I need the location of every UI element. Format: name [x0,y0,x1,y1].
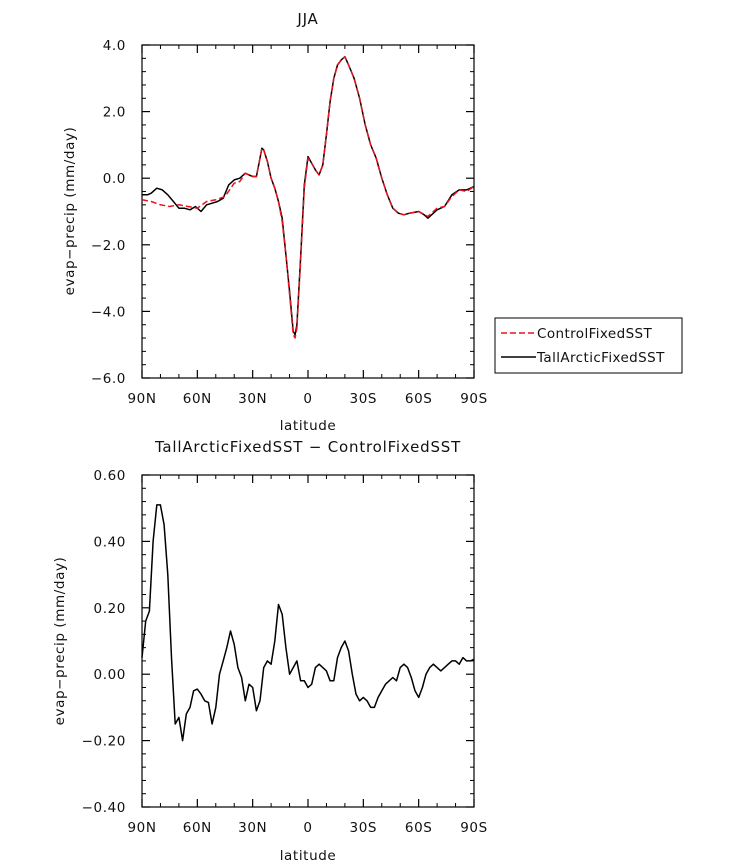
y-tick-label: −6.0 [91,371,126,387]
x-tick-label: 90S [460,391,488,407]
x-tick-label: 60N [183,391,212,407]
bottom-series-lines [141,504,475,742]
bottom-x-ticks: 90N 60N 30N 0 30S 60S 90S [127,475,487,836]
bottom-y-ticks: −0.40 −0.20 0.00 0.20 0.40 0.60 [82,468,474,816]
tallarcticfixedsst-series-line [142,55,475,336]
bottom-chart-title: TallArcticFixedSST − ControlFixedSST [154,438,461,456]
legend-label-control: ControlFixedSST [537,326,653,342]
x-tick-label: 30N [238,820,267,836]
x-tick-label: 90N [127,820,156,836]
bottom-y-axis-title: evap−precip (mm/day) [52,557,68,726]
x-tick-label: 90S [460,820,488,836]
top-x-ticks: 90N 60N 30N 0 30S 60S 90S [127,45,487,407]
x-tick-label: 60N [183,820,212,836]
top-y-axis-title: evap−precip (mm/day) [62,127,78,296]
y-tick-label: −2.0 [91,238,126,254]
x-tick-label: 30N [238,391,267,407]
y-tick-label: 2.0 [103,105,126,121]
x-tick-label: 0 [303,391,312,407]
x-tick-label: 90N [127,391,156,407]
y-tick-label: 0.40 [94,534,126,550]
y-tick-label: −4.0 [91,304,126,320]
legend: ControlFixedSST TallArcticFixedSST [494,317,683,374]
top-plot-frame [141,44,475,379]
x-tick-label: 0 [303,820,312,836]
top-x-axis-title: latitude [280,418,337,434]
y-tick-label: 0.00 [94,667,126,683]
x-tick-label: 30S [350,391,378,407]
y-tick-label: 4.0 [103,38,126,54]
y-tick-label: −0.20 [82,734,126,750]
x-tick-label: 30S [350,820,378,836]
y-tick-label: 0.60 [94,468,126,484]
top-y-ticks: −6.0 −4.0 −2.0 0.0 2.0 4.0 [91,38,474,387]
legend-box [494,317,683,374]
top-panel: JJA 90N 60N 30N 0 30S 60S 90S −6.0 −4.0 −2.0 0.0 2… [62,10,683,434]
top-series-lines [141,55,475,339]
y-tick-label: 0.20 [94,601,126,617]
legend-label-tall: TallArcticFixedSST [536,350,665,366]
x-tick-label: 60S [405,391,433,407]
y-tick-label: 0.0 [103,171,126,187]
controlfixedsst-series-line [141,55,475,339]
x-tick-label: 60S [405,820,433,836]
difference-series-line [141,504,475,742]
y-tick-label: −0.40 [82,800,126,816]
bottom-panel: TallArcticFixedSST − ControlFixedSST 90N… [52,438,487,864]
bottom-plot-frame [141,474,475,808]
bottom-x-axis-title: latitude [280,848,337,864]
top-chart-title: JJA [296,10,318,28]
